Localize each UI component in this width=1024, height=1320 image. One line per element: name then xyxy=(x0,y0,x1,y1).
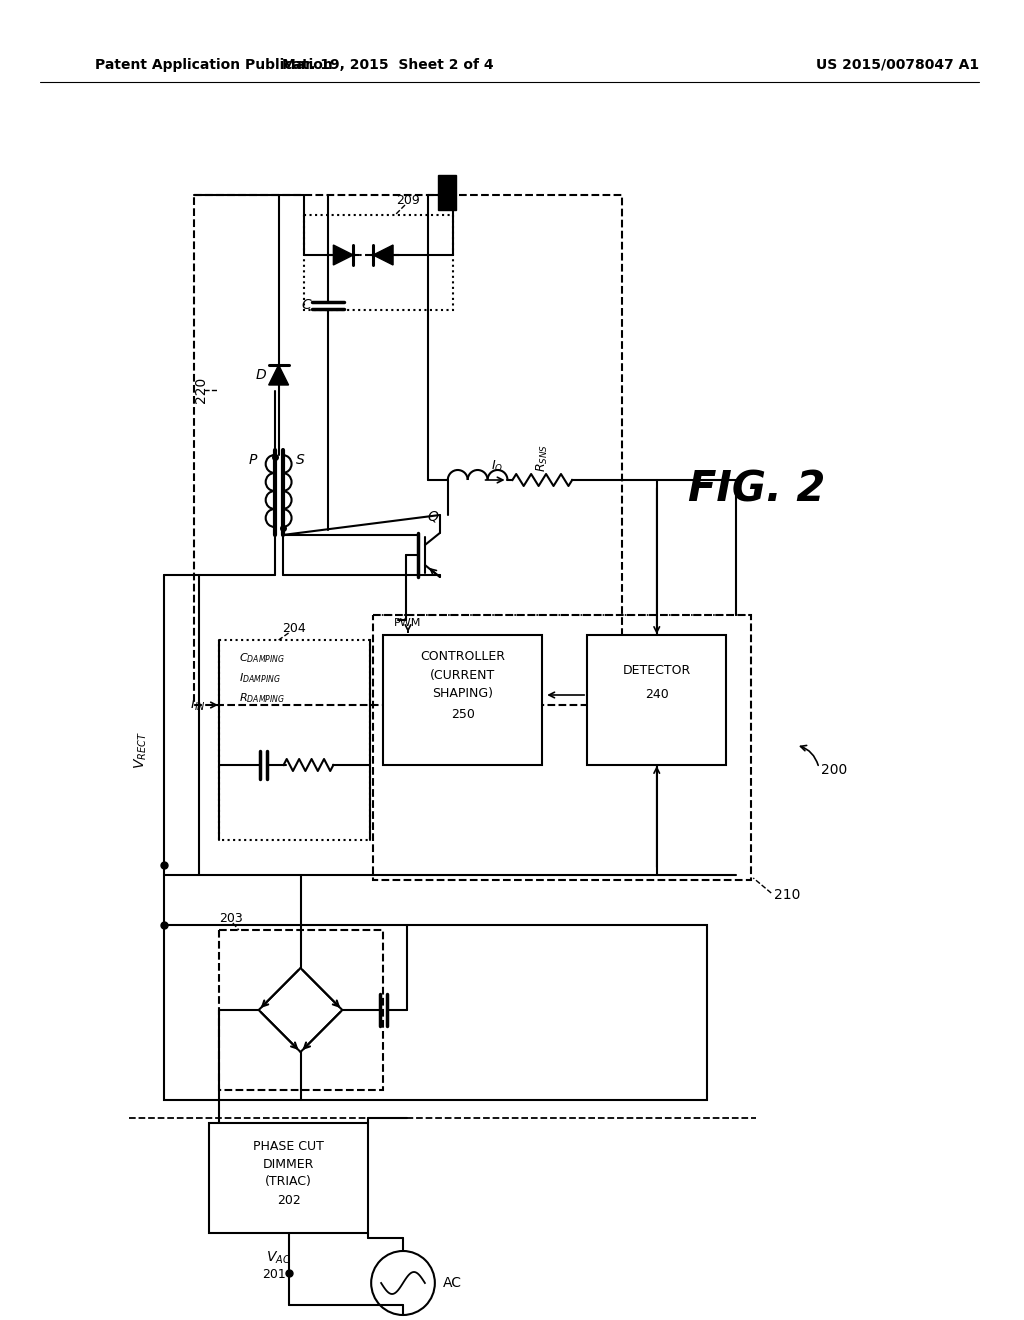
Text: (TRIAC): (TRIAC) xyxy=(265,1175,312,1188)
Text: PHASE CUT: PHASE CUT xyxy=(253,1139,324,1152)
Text: 250: 250 xyxy=(451,709,475,722)
Text: $I_O$: $I_O$ xyxy=(492,458,504,474)
Text: 202: 202 xyxy=(276,1195,300,1208)
Polygon shape xyxy=(373,246,393,265)
Text: $R_{SNS}$: $R_{SNS}$ xyxy=(535,444,550,473)
Text: 203: 203 xyxy=(219,912,243,924)
Bar xyxy=(194,195,622,705)
Bar xyxy=(219,640,370,840)
Text: $C_{DAMPING}$: $C_{DAMPING}$ xyxy=(239,651,285,665)
Text: Q: Q xyxy=(427,510,438,524)
Text: DIMMER: DIMMER xyxy=(263,1158,314,1171)
Text: Patent Application Publication: Patent Application Publication xyxy=(94,58,332,73)
Text: $I_{IN}$: $I_{IN}$ xyxy=(190,697,206,713)
Bar xyxy=(164,925,707,1100)
Text: $V_{AC}$: $V_{AC}$ xyxy=(266,1250,291,1266)
Text: PWM: PWM xyxy=(394,618,422,628)
Text: C: C xyxy=(302,298,311,312)
Text: P: P xyxy=(249,453,257,467)
Text: AC: AC xyxy=(442,1276,462,1290)
Bar xyxy=(373,615,752,880)
Bar xyxy=(438,176,456,210)
Text: 201: 201 xyxy=(262,1267,286,1280)
Text: 204: 204 xyxy=(282,622,305,635)
Text: $R_{DAMPING}$: $R_{DAMPING}$ xyxy=(239,692,285,705)
Text: D: D xyxy=(255,368,266,381)
Text: 209: 209 xyxy=(396,194,420,206)
Text: 240: 240 xyxy=(645,689,669,701)
Text: FIG. 2: FIG. 2 xyxy=(687,469,825,511)
Bar xyxy=(587,635,726,766)
Text: CONTROLLER: CONTROLLER xyxy=(420,651,505,664)
Bar xyxy=(383,635,543,766)
Bar xyxy=(209,1123,369,1233)
Text: US 2015/0078047 A1: US 2015/0078047 A1 xyxy=(816,58,979,73)
Text: DETECTOR: DETECTOR xyxy=(623,664,691,676)
Bar xyxy=(219,931,383,1090)
Bar xyxy=(303,215,453,310)
Polygon shape xyxy=(268,366,289,385)
Text: 210: 210 xyxy=(774,888,801,902)
Text: 200: 200 xyxy=(821,763,847,777)
Text: $V_{RECT}$: $V_{RECT}$ xyxy=(133,731,150,768)
Text: 220: 220 xyxy=(194,378,208,403)
Polygon shape xyxy=(334,246,353,265)
Text: Mar. 19, 2015  Sheet 2 of 4: Mar. 19, 2015 Sheet 2 of 4 xyxy=(283,58,494,73)
Text: (CURRENT: (CURRENT xyxy=(430,668,496,681)
Text: $I_{DAMPING}$: $I_{DAMPING}$ xyxy=(239,671,281,685)
Text: S: S xyxy=(296,453,305,467)
Text: SHAPING): SHAPING) xyxy=(432,686,494,700)
